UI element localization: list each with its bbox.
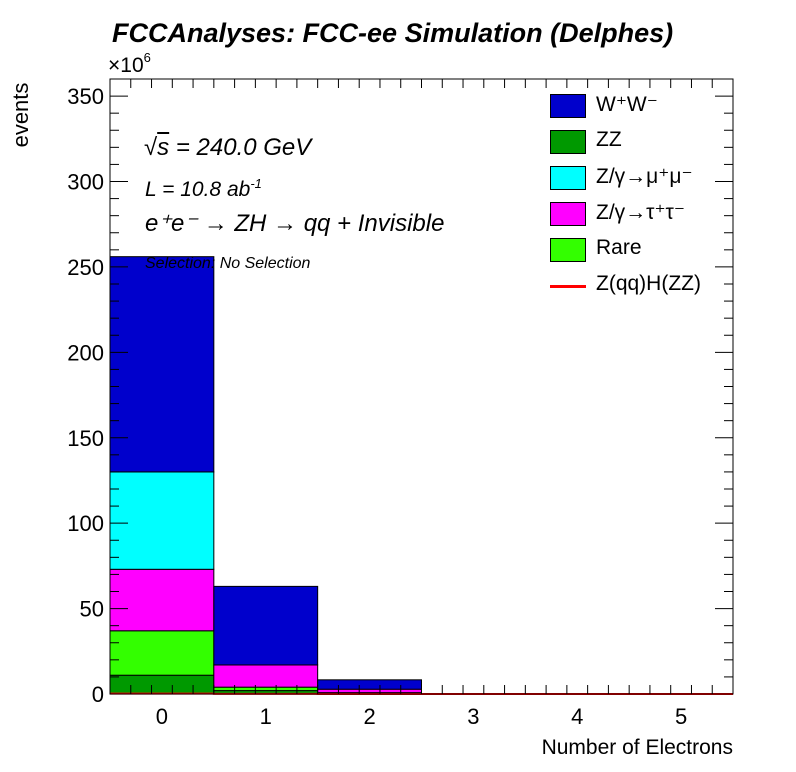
bar-segment: [109, 630, 215, 676]
legend: W⁺W⁻ ZZ Z/γ→μ⁺μ⁻ Z/γ→τ⁺τ⁻ Rare Z(qq)H(ZZ…: [548, 90, 734, 306]
legend-line: [550, 285, 586, 288]
bar-segment: [213, 664, 319, 688]
legend-swatch: [550, 94, 586, 118]
bar-segment: [109, 471, 215, 570]
y-tick-label: 350: [67, 84, 104, 109]
legend-label: W⁺W⁻: [596, 93, 658, 116]
y-tick-label: 200: [67, 340, 104, 365]
sqrt-s-value: = 240.0 GeV: [169, 134, 312, 161]
x-tick-label: 5: [675, 704, 687, 729]
bar-segment: [109, 568, 215, 632]
y-exponent-power: 6: [143, 50, 151, 65]
y-tick-label: 0: [92, 682, 104, 707]
bar-segment: [317, 679, 422, 690]
x-tick-label: 4: [571, 704, 583, 729]
y-tick-label: 100: [67, 511, 104, 536]
x-tick-label: 2: [363, 704, 375, 729]
legend-label: Z/γ→τ⁺τ⁻: [596, 201, 685, 224]
legend-swatch: [550, 202, 586, 226]
y-exponent-base: ×10: [108, 54, 144, 77]
y-tick-label: 300: [67, 170, 104, 195]
legend-swatch: [550, 238, 586, 262]
sqrt-s-annotation: √s = 240.0 GeV: [144, 134, 311, 162]
legend-swatch: [550, 166, 586, 190]
legend-item: Z/γ→τ⁺τ⁻: [548, 198, 734, 234]
bar-segment: [317, 688, 422, 694]
bar-segment: [109, 674, 215, 695]
legend-label: Z/γ→μ⁺μ⁻: [596, 165, 693, 188]
legend-item: Rare: [548, 234, 734, 270]
legend-item: ZZ: [548, 126, 734, 162]
lumi-sup: -1: [250, 176, 262, 191]
bar-segment: [213, 585, 319, 666]
x-tick-label: 0: [156, 704, 168, 729]
legend-label: Z(qq)H(ZZ): [596, 272, 701, 295]
y-tick-label: 150: [67, 426, 104, 451]
bar-segment: [213, 686, 319, 692]
legend-label: Rare: [596, 236, 642, 259]
sqrt-s-variable: s: [157, 134, 170, 161]
chart-title: FCCAnalyses: FCC-ee Simulation (Delphes): [112, 18, 674, 48]
selection-annotation: Selection: No Selection: [145, 255, 311, 272]
y-axis-label: events: [8, 82, 33, 148]
process-annotation: e⁺e⁻ → ZH → qq + Invisible: [145, 210, 445, 237]
y-axis-label-wrap: events: [6, 70, 36, 160]
bar-segment: [109, 256, 215, 473]
sqrt-symbol: √: [144, 134, 158, 161]
legend-label: ZZ: [596, 128, 622, 151]
x-axis-label: Number of Electrons: [541, 736, 733, 759]
y-tick-label: 50: [80, 597, 104, 622]
x-tick-label: 3: [467, 704, 479, 729]
lumi-text: L = 10.8 ab: [145, 178, 251, 201]
x-tick-label: 1: [260, 704, 272, 729]
legend-item: W⁺W⁻: [548, 90, 734, 126]
luminosity-annotation: L = 10.8 ab-1: [145, 176, 262, 202]
y-axis-exponent: ×106: [108, 50, 151, 78]
legend-swatch: [550, 130, 586, 154]
y-tick-label: 250: [67, 255, 104, 280]
legend-item: Z/γ→μ⁺μ⁻: [548, 162, 734, 198]
legend-item: Z(qq)H(ZZ): [548, 270, 734, 306]
